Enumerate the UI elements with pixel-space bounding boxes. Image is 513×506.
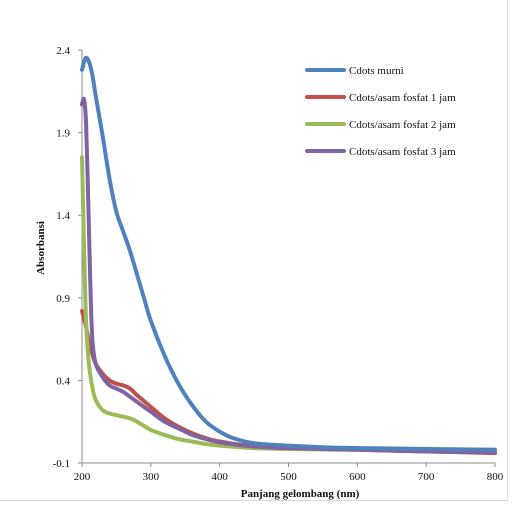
x-tick-label: 600 [349,471,366,483]
y-tick-label: 0.9 [56,293,70,305]
x-axis-ticks: 200 300 400 500 600 700 800 [74,463,504,483]
legend-label: Cdots murni [349,65,404,77]
x-tick-label: 700 [418,471,435,483]
y-axis-ticks: -0.1 0.4 0.9 1.4 1.9 2.4 [53,45,82,470]
legend-label: Cdots/asam fosfat 3 jam [349,146,456,158]
y-tick-label: 2.4 [56,45,70,57]
x-tick-label: 800 [487,471,504,483]
legend: Cdots murni Cdots/asam fosfat 1 jam Cdots/… [305,65,456,158]
x-tick-label: 400 [211,471,228,483]
y-tick-label: 0.4 [56,375,70,387]
series-lines [80,55,497,456]
legend-label: Cdots/asam fosfat 1 jam [349,92,456,104]
y-axis-title: Absorbansi [35,221,47,275]
x-tick-label: 300 [143,471,160,483]
series-line [80,309,497,456]
y-tick-label: 1.9 [56,128,70,140]
x-axis-title: Panjang gelombang (nm) [241,488,360,500]
series-line [80,55,497,452]
legend-label: Cdots/asam fosfat 2 jam [349,119,456,131]
x-tick-label: 200 [74,471,91,483]
x-tick-label: 500 [280,471,297,483]
y-tick-label: 1.4 [56,210,70,222]
y-tick-label: -0.1 [53,458,70,470]
series-line [80,96,497,455]
